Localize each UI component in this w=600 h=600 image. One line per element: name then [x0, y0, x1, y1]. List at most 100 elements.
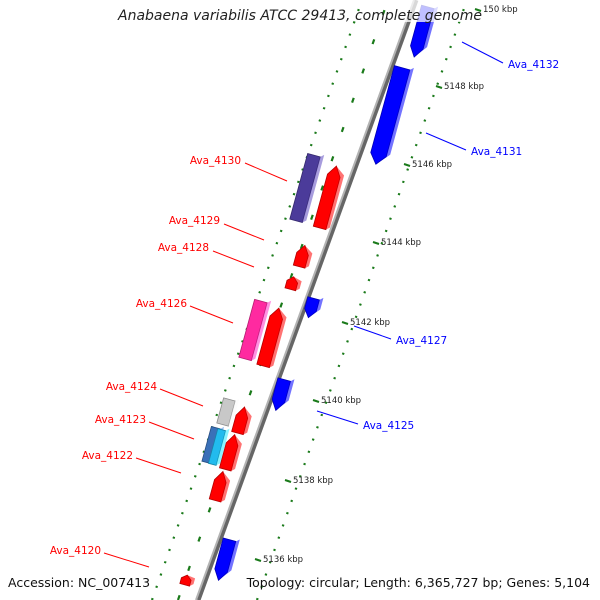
gene-label-Ava_4122: Ava_4122	[82, 450, 182, 474]
leader-line	[103, 552, 150, 568]
scale-tick-label: 5136 kbp	[263, 555, 303, 565]
gene-Ava_4129-arrow	[292, 244, 313, 269]
leader-line	[189, 305, 234, 324]
fade-overlay	[391, 0, 461, 22]
gene-Ava_4129-arrow-body	[292, 244, 309, 269]
scale-tick-mark	[284, 479, 292, 483]
scale-tick-3: 5144 kbp	[372, 238, 421, 248]
gene-Ava_4126-arrow-body	[256, 307, 283, 369]
gene-Ava_4128-arrow-shade	[293, 276, 302, 291]
gene-label-Ava_4131: Ava_4131	[425, 132, 522, 158]
gene-label-Ava_4130: Ava_4130	[190, 155, 288, 182]
leader-line	[212, 250, 255, 268]
gene-label-Ava_4132: Ava_4132	[461, 41, 559, 71]
scale-tick-mark	[474, 8, 482, 12]
gene-label-Ava_4126: Ava_4126	[136, 298, 234, 324]
leader-line	[244, 162, 288, 182]
gene-Ava_4132-arrow	[391, 0, 461, 58]
gene-Ava_4126-plain-body	[238, 298, 268, 362]
gene-Ava_4130-plain-shade	[302, 154, 325, 223]
gene-label-Ava_4128: Ava_4128	[158, 242, 255, 268]
gene-Ava_4130-arrow	[312, 165, 345, 231]
genome-summary-label: Topology: circular; Length: 6,365,727 bp…	[246, 575, 590, 590]
gene-Ava_4127-arrow	[304, 296, 324, 319]
scale-tick-4: 5142 kbp	[341, 318, 390, 328]
gene-label-text: Ava_4130	[190, 155, 241, 167]
genome-title: Anabaena variabilis ATCC 29413, complete…	[118, 8, 482, 24]
gene-Ava_4129-arrow-shade	[304, 245, 313, 269]
leader-line	[353, 325, 392, 340]
scale-tick-label: 5146 kbp	[412, 160, 452, 170]
gene-Ava_4123-plain-b-shade	[216, 428, 230, 466]
gene-Ava_4121-arrow	[214, 537, 240, 581]
gene-Ava_4123-plain-b	[207, 428, 230, 466]
tick-label-layer: 150 kbp 5148 kbp 5146 kbp 5144 kbp 5142 kbp 5…	[254, 5, 518, 565]
gene-Ava_4123-arrow	[218, 433, 242, 472]
gene-Ava_4123-arrow-shade	[231, 434, 242, 471]
gene-label-Ava_4129: Ava_4129	[169, 215, 265, 241]
scale-tick-label: 5144 kbp	[381, 238, 421, 248]
accession-label: Accession: NC_007413	[8, 575, 151, 590]
scale-tick-mark	[254, 558, 262, 562]
scale-tick-6: 5138 kbp	[284, 476, 333, 486]
gene-Ava_4130-arrow-shade	[325, 166, 345, 230]
gene-Ava_4124-plain	[216, 397, 240, 427]
gene-label-text: Ava_4124	[106, 381, 158, 393]
tick-track	[255, 0, 469, 600]
gene-Ava_4126-arrow-shade	[269, 308, 287, 368]
gene-Ava_4131-arrow-shade	[375, 67, 414, 165]
gene-label-text: Ava_4131	[471, 146, 522, 158]
leader-line	[425, 132, 467, 151]
gene-Ava_4122-arrow-shade	[220, 471, 231, 503]
gene-Ava_4120-arrow-shade	[187, 575, 196, 587]
gene-Ava_4131-arrow	[370, 65, 414, 165]
gene-Ava_4130-plain-body	[289, 152, 321, 224]
scale-tick-mark	[372, 241, 380, 245]
gene-Ava_4124-plain-shade	[228, 399, 240, 427]
gene-label-text: Ava_4123	[95, 414, 146, 426]
gene-label-text: Ava_4129	[169, 215, 220, 227]
scale-tick-7: 5136 kbp	[254, 555, 303, 565]
gene-label-text: Ava_4126	[136, 298, 188, 310]
tick-track	[150, 0, 364, 600]
gene-Ava_4130-plain	[289, 152, 325, 224]
gene-label-text: Ava_4122	[82, 450, 133, 462]
gene-Ava_4127-arrow-shade	[308, 297, 324, 318]
leader-line	[148, 421, 195, 440]
gene-label-text: Ava_4120	[50, 545, 101, 557]
leader-line	[316, 410, 359, 425]
scale-tick-0: 150 kbp	[474, 5, 518, 15]
tick-dots-layer	[150, 0, 469, 600]
scale-tick-1: 5148 kbp	[435, 82, 484, 92]
gene-label-Ava_4120: Ava_4120	[50, 545, 150, 568]
leader-line	[159, 388, 204, 407]
gene-label-Ava_4127: Ava_4127	[353, 325, 447, 347]
feature-layer	[179, 0, 461, 587]
gene-Ava_4124-arrow-shade	[243, 406, 252, 435]
leader-line	[135, 457, 182, 474]
gene-Ava_4125-arrow-body	[271, 377, 291, 412]
leader-line	[223, 223, 265, 241]
scale-tick-mark	[312, 399, 320, 403]
gene-Ava_4126-arrow	[256, 307, 287, 369]
gene-Ava_4126-plain	[238, 298, 272, 362]
gene-Ava_4127-arrow-body	[304, 296, 320, 319]
gene-label-Ava_4124: Ava_4124	[106, 381, 204, 407]
gene-label-text: Ava_4127	[396, 335, 447, 347]
scale-tick-mark	[435, 85, 443, 89]
scale-tick-label: 5148 kbp	[444, 82, 484, 92]
scale-tick-mark	[403, 163, 411, 167]
gene-label-text: Ava_4132	[508, 59, 559, 71]
gene-Ava_4130-arrow-body	[312, 165, 341, 231]
gene-Ava_4126-plain-shade	[251, 300, 272, 361]
scale-tick-label: 5138 kbp	[293, 476, 333, 486]
scale-tick-label: 5140 kbp	[321, 396, 361, 406]
gene-Ava_4121-arrow-body	[214, 537, 237, 581]
scale-tick-label: 5142 kbp	[350, 318, 390, 328]
gene-Ava_4125-arrow	[271, 377, 295, 412]
backbone-layer	[195, 0, 419, 600]
leader-line	[461, 41, 504, 64]
scale-tick-label: 150 kbp	[483, 5, 518, 15]
gene-Ava_4124-arrow	[231, 406, 252, 436]
